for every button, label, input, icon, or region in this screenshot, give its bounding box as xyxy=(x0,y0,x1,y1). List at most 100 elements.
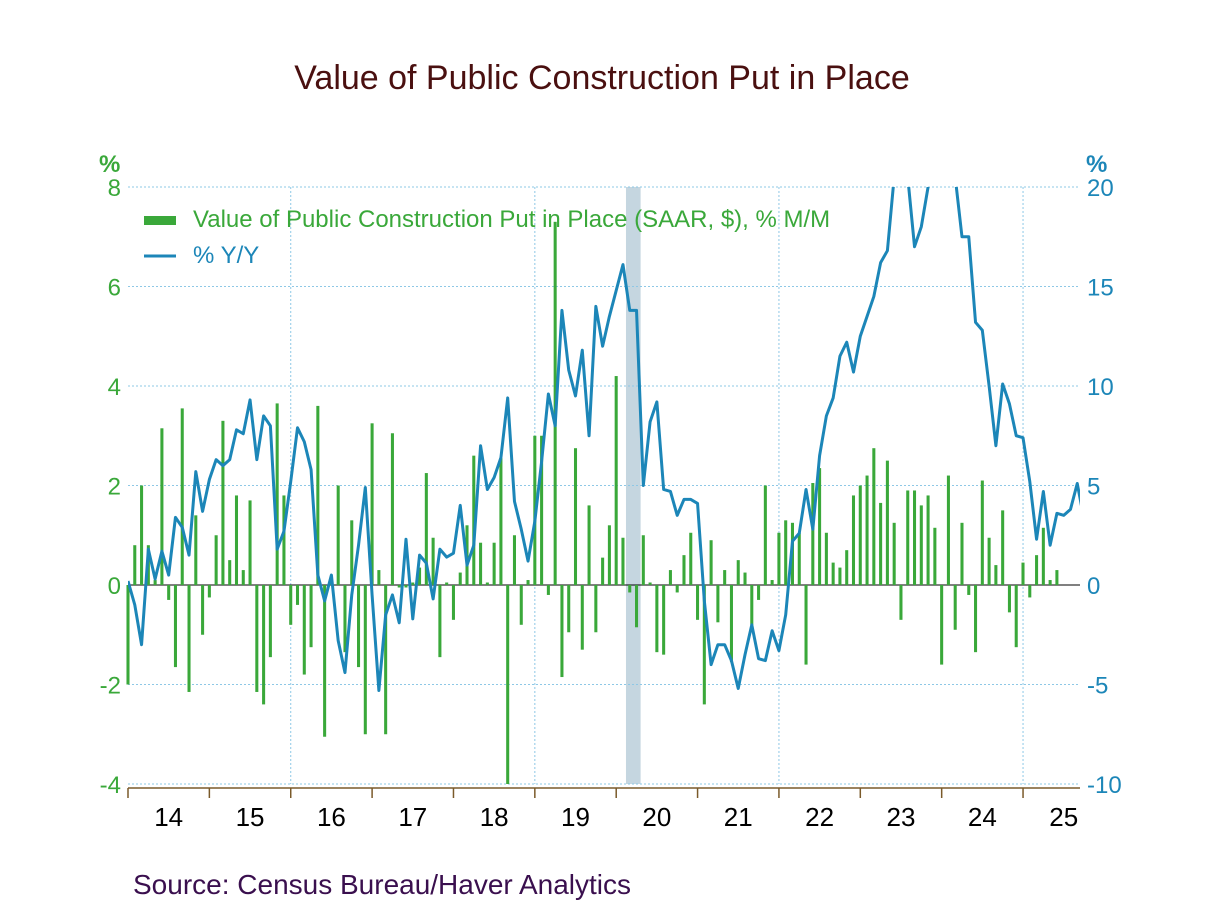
y-tick-label-right: 10 xyxy=(1087,374,1114,401)
bar-mm xyxy=(438,585,442,658)
legend-label-line: % Y/Y xyxy=(193,242,259,269)
bar-mm xyxy=(899,585,903,620)
bar-mm xyxy=(377,570,381,585)
bar-mm xyxy=(418,567,422,585)
bar-mm xyxy=(546,585,550,595)
bar-mm xyxy=(784,520,788,585)
bar-mm xyxy=(621,537,625,585)
bar-mm xyxy=(567,585,571,633)
bar-mm xyxy=(397,585,401,588)
bar-mm xyxy=(675,585,679,593)
bar-mm xyxy=(838,567,842,585)
bar-mm xyxy=(255,585,259,692)
bar-mm xyxy=(831,562,835,585)
bar-mm xyxy=(716,585,720,623)
bar-mm xyxy=(648,582,652,585)
bar-mm xyxy=(214,535,218,585)
legend-swatch-bar xyxy=(144,216,176,225)
y-tick-label-left: 6 xyxy=(108,275,121,302)
bar-mm xyxy=(458,572,462,585)
bar-mm xyxy=(960,522,964,585)
bar-mm xyxy=(797,532,801,585)
bar-mm xyxy=(540,435,544,585)
bar-mm xyxy=(363,585,367,735)
chart-source: Source: Census Bureau/Haver Analytics xyxy=(133,869,631,900)
bar-mm xyxy=(201,585,205,635)
x-tick-label: 20 xyxy=(642,802,671,832)
bar-mm xyxy=(350,520,354,585)
bar-mm xyxy=(499,458,503,585)
bar-mm xyxy=(689,532,693,585)
bar-mm xyxy=(682,555,686,585)
bar-mm xyxy=(851,495,856,585)
bar-mm xyxy=(607,525,611,585)
bar-mm xyxy=(140,485,144,585)
bar-mm xyxy=(316,405,320,585)
bar-mm xyxy=(723,570,727,585)
bar-mm xyxy=(940,585,944,665)
bar-mm xyxy=(587,505,591,585)
x-tick-label: 19 xyxy=(561,802,590,832)
bar-mm xyxy=(194,515,198,585)
y-tick-label-right: -5 xyxy=(1087,673,1108,700)
bar-mm xyxy=(926,495,930,585)
bar-mm xyxy=(953,585,957,630)
bar-mm xyxy=(879,502,883,585)
bar-mm xyxy=(506,585,510,784)
y-tick-label-right: -10 xyxy=(1087,772,1122,799)
bar-mm xyxy=(519,585,523,625)
bar-mm xyxy=(1007,585,1011,613)
bar-mm xyxy=(167,585,171,600)
bar-mm xyxy=(858,485,862,585)
bar-mm xyxy=(560,585,564,678)
bar-mm xyxy=(1048,580,1052,585)
bar-mm xyxy=(160,428,164,585)
bar-mm xyxy=(757,585,761,600)
y-unit-right: % xyxy=(1086,151,1107,178)
bar-mm xyxy=(736,560,740,586)
bar-mm xyxy=(743,572,747,585)
bar-mm xyxy=(777,532,781,585)
bar-mm xyxy=(479,542,483,585)
bar-mm xyxy=(1041,527,1045,585)
bar-mm xyxy=(872,448,876,585)
x-tick-label: 15 xyxy=(236,802,265,832)
x-tick-label: 24 xyxy=(968,802,997,832)
bar-mm xyxy=(628,585,632,593)
y-unit-left: % xyxy=(99,151,120,178)
bar-mm xyxy=(987,537,991,585)
y-tick-label-left: 2 xyxy=(108,474,121,501)
bar-mm xyxy=(804,585,808,665)
bar-mm xyxy=(811,483,815,585)
bar-mm xyxy=(445,582,449,585)
bar-mm xyxy=(573,448,578,585)
bar-mm xyxy=(763,485,767,585)
bar-mm xyxy=(865,475,869,585)
bar-mm xyxy=(1055,570,1059,585)
bar-mm xyxy=(289,585,293,625)
bar-mm xyxy=(974,585,978,653)
bar-mm xyxy=(472,455,476,585)
bar-mm xyxy=(153,580,157,585)
bar-mm xyxy=(845,550,849,585)
x-tick-label: 21 xyxy=(724,802,753,832)
bar-mm xyxy=(913,490,917,585)
bar-mm xyxy=(234,495,239,585)
bar-mm xyxy=(309,585,313,648)
bar-mm xyxy=(228,560,232,586)
x-tick-label: 22 xyxy=(805,802,834,832)
x-tick-label: 23 xyxy=(887,802,916,832)
bar-mm xyxy=(601,557,605,585)
bar-mm xyxy=(906,490,910,585)
bar-mm xyxy=(1028,585,1032,598)
bar-mm xyxy=(933,527,937,585)
y-tick-label-left: 0 xyxy=(108,573,121,600)
bar-mm xyxy=(424,473,428,585)
bar-mm xyxy=(275,403,279,585)
bar-mm xyxy=(323,585,327,737)
bar-mm xyxy=(370,423,374,585)
line-yy xyxy=(128,187,1080,692)
y-tick-label-right: 15 xyxy=(1087,275,1114,302)
